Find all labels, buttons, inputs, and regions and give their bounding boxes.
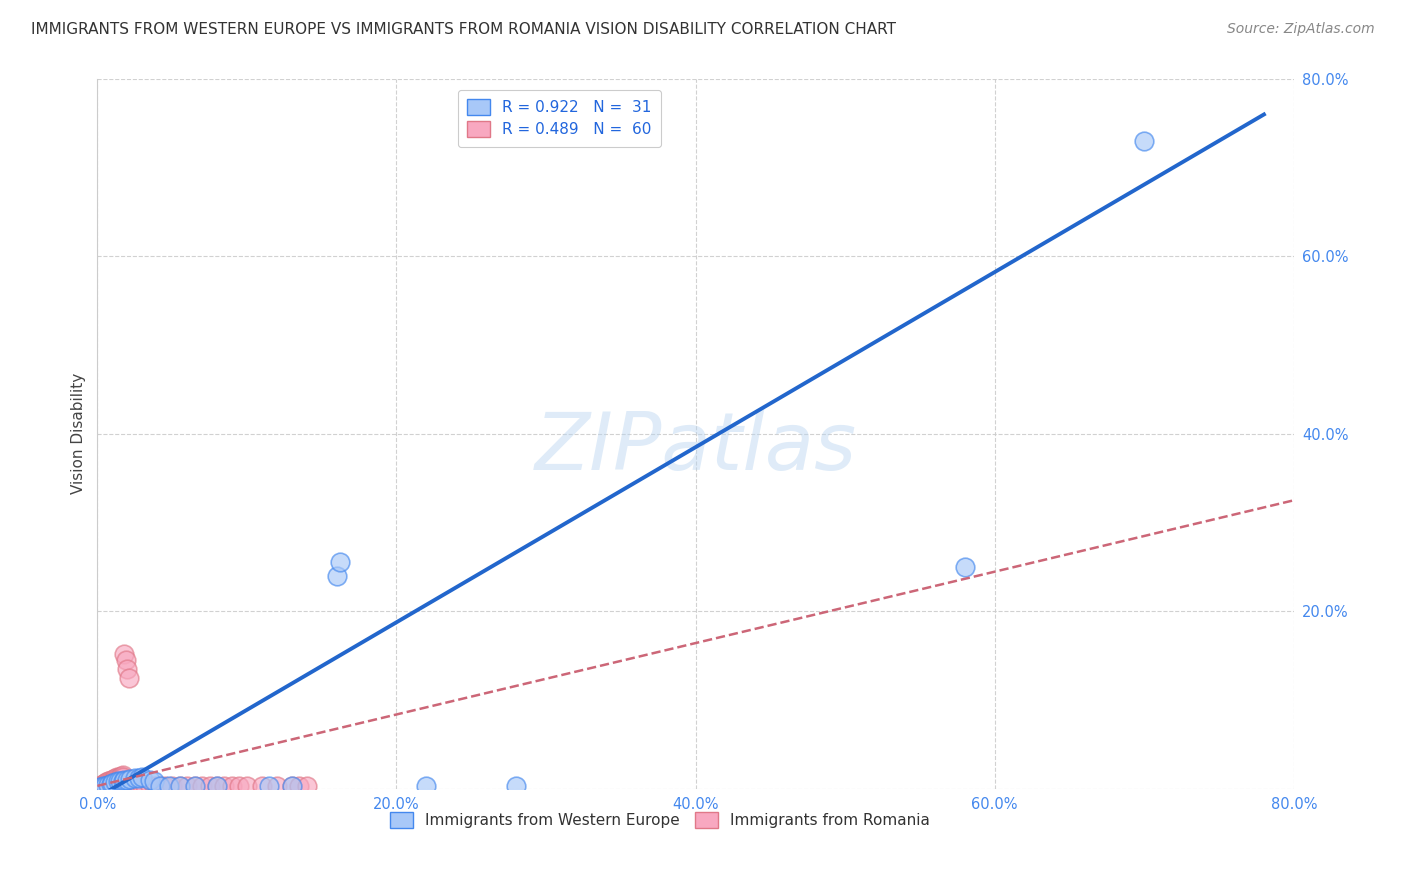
Point — [329, 555, 352, 569]
Point — [101, 773, 124, 788]
Y-axis label: Vision Disability: Vision Disability — [72, 373, 86, 494]
Point — [120, 779, 142, 793]
Point — [91, 779, 114, 793]
Point — [281, 779, 304, 793]
Point — [191, 779, 214, 793]
Point — [134, 779, 156, 793]
Point — [108, 773, 131, 788]
Point — [128, 779, 150, 793]
Point — [295, 779, 318, 793]
Point — [111, 770, 134, 784]
Point — [87, 780, 110, 794]
Point — [107, 771, 129, 785]
Point — [157, 779, 180, 793]
Point — [101, 776, 124, 790]
Point — [160, 779, 183, 793]
Point — [153, 779, 176, 793]
Point — [118, 671, 141, 685]
Point — [96, 775, 118, 789]
Point — [111, 768, 134, 782]
Point — [505, 779, 527, 793]
Point — [98, 776, 121, 790]
Point — [90, 779, 112, 793]
Point — [100, 775, 122, 789]
Point — [124, 779, 146, 793]
Point — [124, 771, 146, 785]
Point — [143, 779, 166, 793]
Point — [104, 772, 127, 787]
Point — [100, 772, 122, 787]
Point — [228, 779, 250, 793]
Point — [97, 775, 120, 789]
Point — [89, 779, 111, 793]
Point — [259, 779, 281, 793]
Text: ZIPatlas: ZIPatlas — [534, 409, 856, 487]
Point — [101, 774, 124, 789]
Point — [169, 779, 191, 793]
Point — [183, 779, 205, 793]
Point — [120, 772, 142, 786]
Point — [138, 779, 160, 793]
Point — [103, 772, 125, 787]
Point — [128, 771, 150, 785]
Point — [91, 778, 114, 792]
Point — [117, 662, 139, 676]
Point — [221, 779, 243, 793]
Point — [198, 779, 221, 793]
Point — [325, 568, 347, 582]
Point — [205, 779, 228, 793]
Point — [97, 778, 120, 792]
Point — [149, 779, 172, 793]
Point — [214, 779, 236, 793]
Point — [89, 780, 111, 794]
Legend: Immigrants from Western Europe, Immigrants from Romania: Immigrants from Western Europe, Immigran… — [384, 805, 936, 834]
Point — [91, 777, 114, 791]
Point — [281, 779, 304, 793]
Point — [103, 772, 125, 786]
Point — [107, 774, 129, 789]
Point — [953, 559, 976, 574]
Point — [1133, 134, 1156, 148]
Point — [98, 773, 121, 788]
Point — [149, 779, 172, 793]
Point — [112, 647, 135, 661]
Point — [131, 770, 153, 784]
Point — [146, 779, 169, 793]
Point — [288, 779, 311, 793]
Point — [131, 779, 153, 793]
Point — [108, 770, 131, 784]
Point — [105, 770, 128, 784]
Point — [205, 779, 228, 793]
Point — [112, 772, 135, 787]
Point — [96, 776, 118, 790]
Point — [236, 779, 259, 793]
Point — [97, 774, 120, 789]
Point — [89, 780, 111, 794]
Point — [415, 779, 437, 793]
Point — [138, 772, 160, 787]
Point — [114, 653, 136, 667]
Point — [90, 778, 112, 792]
Point — [104, 771, 127, 785]
Point — [105, 772, 128, 786]
Text: Source: ZipAtlas.com: Source: ZipAtlas.com — [1227, 22, 1375, 37]
Point — [117, 772, 139, 787]
Point — [94, 776, 117, 790]
Point — [111, 774, 134, 789]
Point — [250, 779, 273, 793]
Point — [176, 779, 198, 793]
Point — [266, 779, 288, 793]
Point — [104, 775, 127, 789]
Point — [169, 779, 191, 793]
Point — [94, 779, 117, 793]
Point — [100, 777, 122, 791]
Text: IMMIGRANTS FROM WESTERN EUROPE VS IMMIGRANTS FROM ROMANIA VISION DISABILITY CORR: IMMIGRANTS FROM WESTERN EUROPE VS IMMIGR… — [31, 22, 896, 37]
Point — [110, 769, 132, 783]
Point — [183, 779, 205, 793]
Point — [94, 777, 117, 791]
Point — [143, 773, 166, 788]
